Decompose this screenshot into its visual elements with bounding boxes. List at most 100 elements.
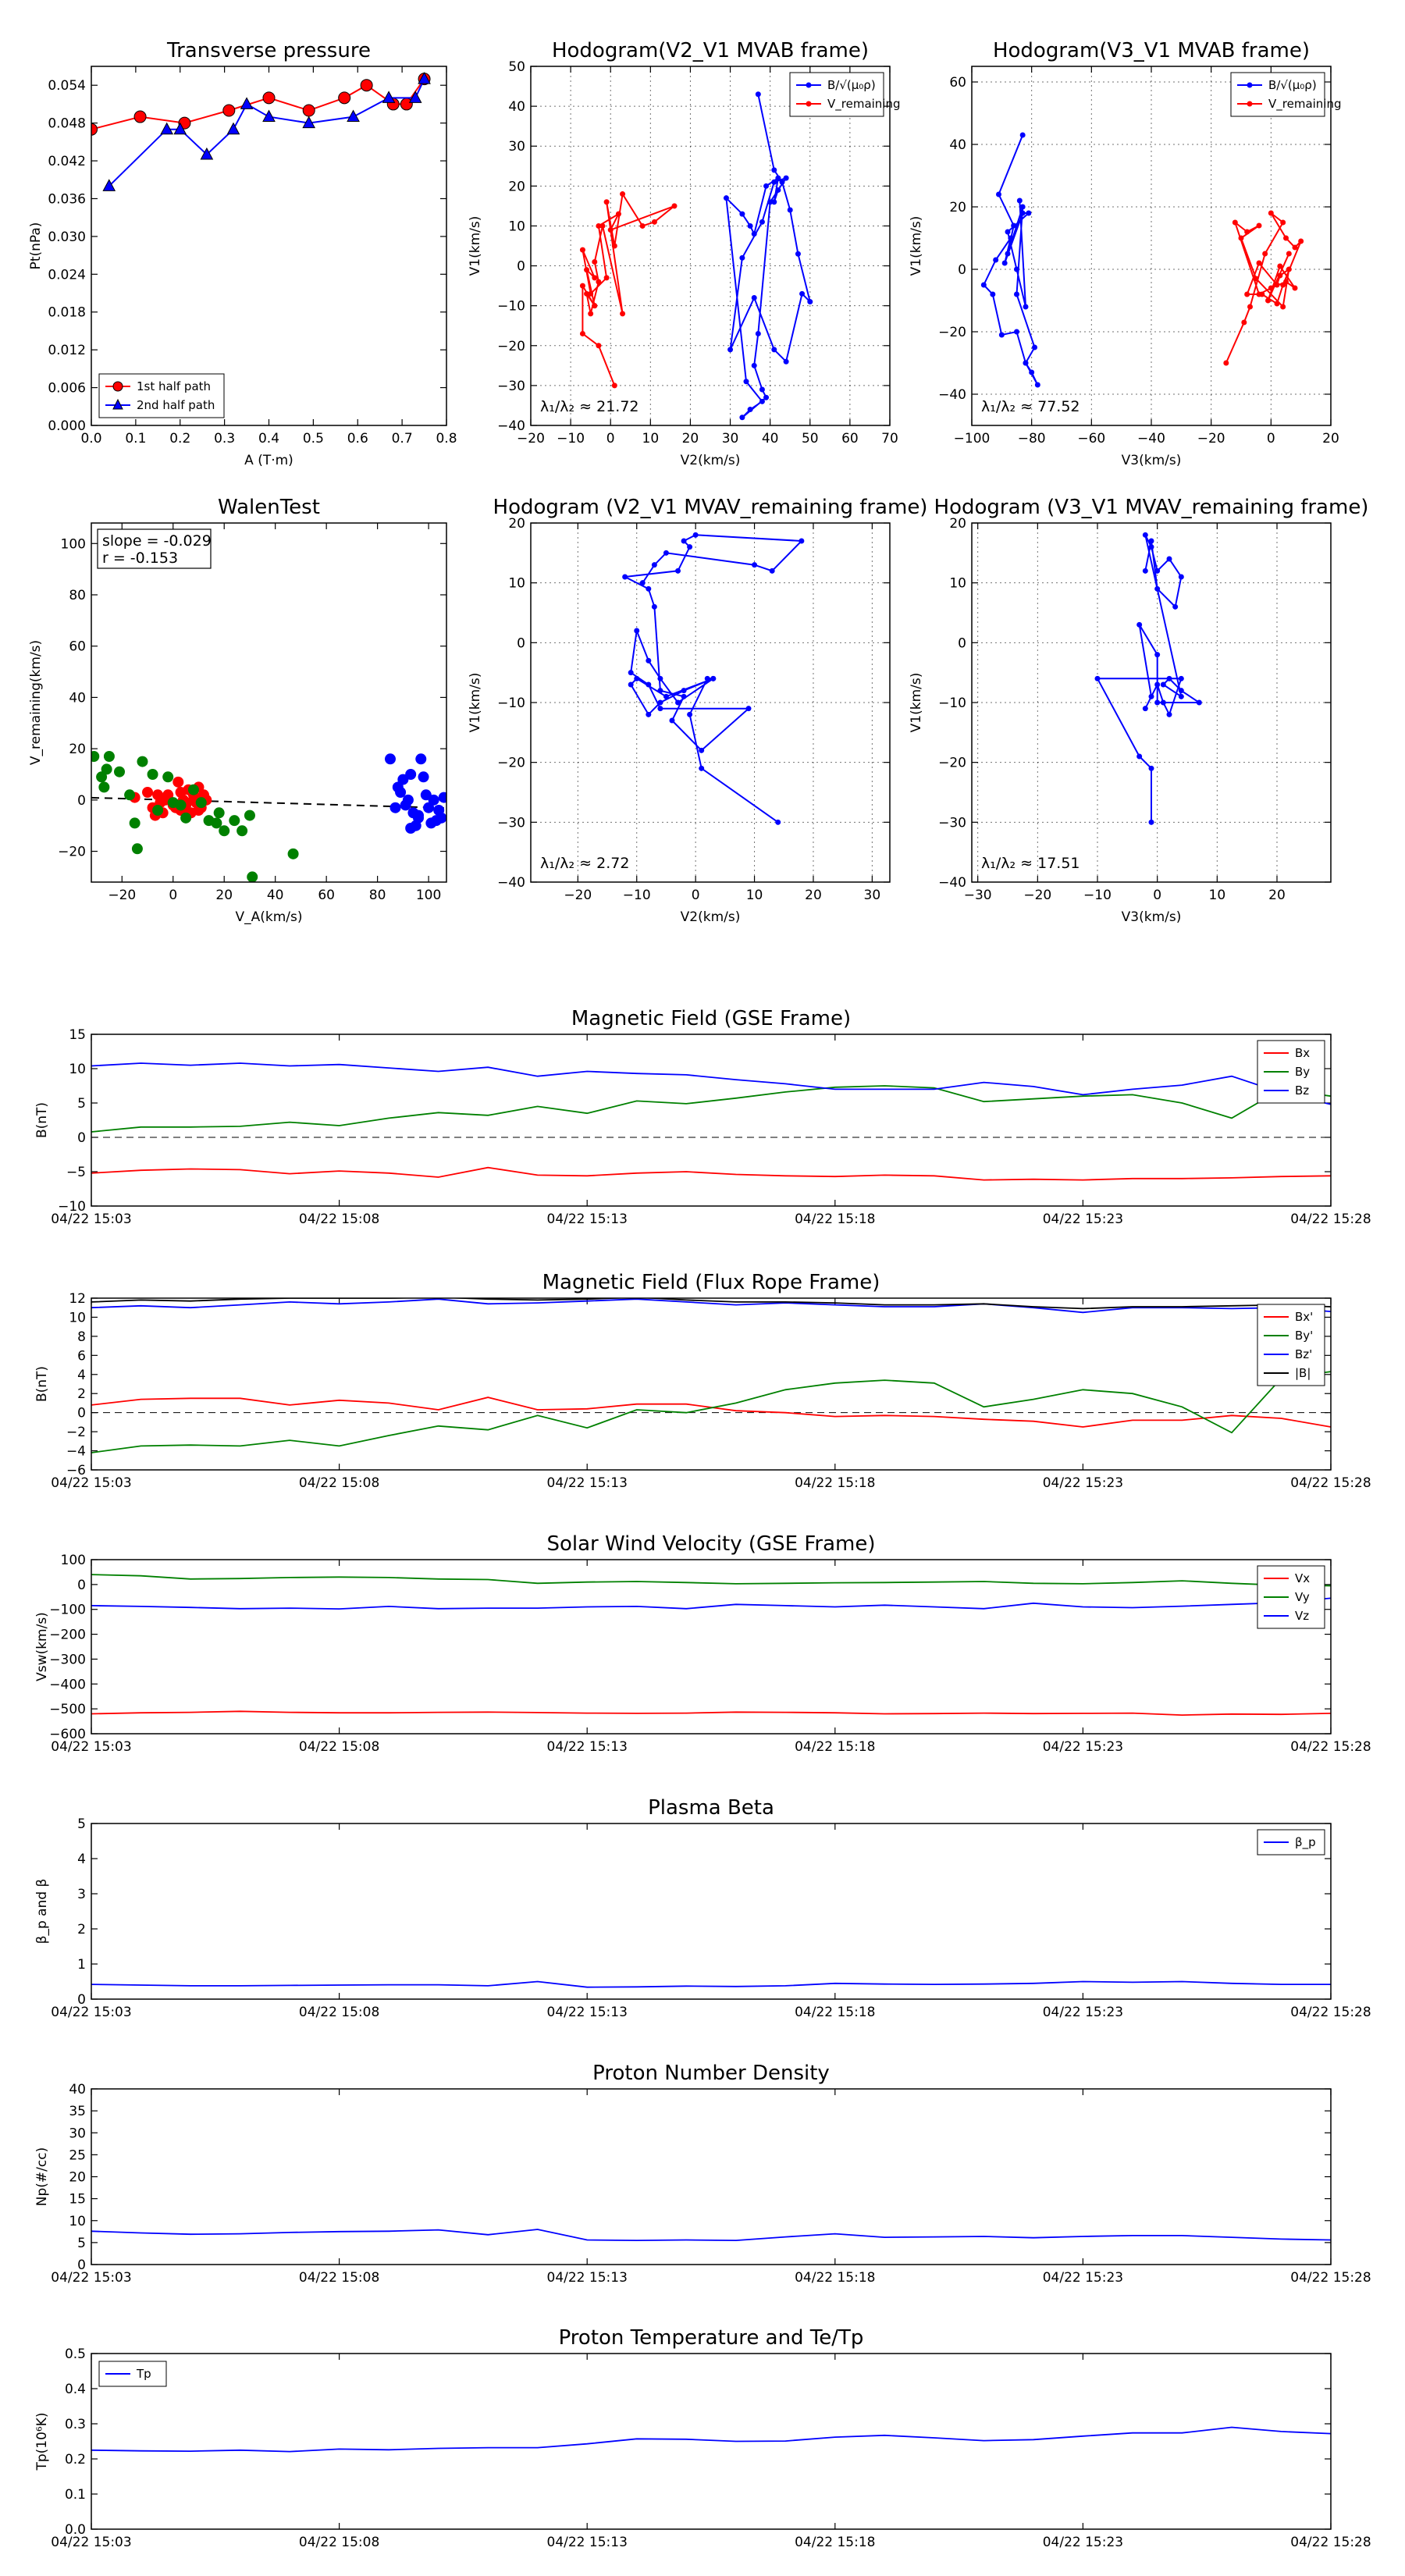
x-tick-label: 04/22 15:08 [299,2270,379,2286]
legend-box [789,72,884,117]
y-tick-label: 0.048 [48,116,86,132]
scatter-point [152,805,164,816]
data-point [783,358,789,365]
data-point [646,711,652,717]
data-point [752,562,758,568]
y-tick-label: −20 [497,339,525,354]
y-tick-label: 10 [69,1310,86,1325]
x-tick-label: −80 [1018,431,1046,447]
data-point [998,332,1005,338]
data-point [769,568,775,574]
x-tick-label: 04/22 15:08 [299,2005,379,2020]
data-point [775,819,781,825]
data-point [704,675,710,681]
x-tick-label: −20 [517,431,545,447]
y-tick-label: 0 [77,1992,86,2008]
data-point [692,532,699,538]
y-tick-label: −40 [938,875,966,891]
chart-title: Magnetic Field (Flux Rope Frame) [542,1271,880,1294]
data-point [651,219,657,225]
scatter-point [430,815,442,827]
data-point [91,123,98,136]
plot-frame [91,1297,1332,1471]
plot-frame [971,66,1332,426]
x-tick-label: 0 [1267,431,1275,447]
x-axis-label: V3(km/s) [1122,453,1182,468]
y-tick-label: 10 [69,1062,86,1077]
chart-title: Hodogram (V2_V1 MVAV_remaining frame) [493,496,928,519]
chart-tp: 0.0 0.1 0.2 0.3 0.4 0.5 0.6 0.7 0.8 0.000 0.006 0.0… [28,39,457,468]
data-point [739,254,745,261]
data-point [751,231,757,237]
data-point [418,72,431,84]
y-tick-label: −10 [58,1199,86,1215]
x-tick-label: 04/22 15:18 [795,2270,875,2286]
data-point [681,688,687,694]
x-tick-label: 04/22 15:13 [547,2270,628,2286]
scatter-point [423,802,435,813]
data-point [579,247,585,253]
data-point [1196,699,1202,706]
data-point [657,675,663,681]
data-point [775,187,781,193]
y-axis-label: B(nT) [34,1102,50,1138]
data-point [615,211,621,217]
x-tick-label: 04/22 15:03 [51,2535,131,2550]
x-axis-label: V3(km/s) [1122,909,1182,925]
data-point [747,407,753,413]
x-tick-label: 20 [682,431,699,447]
data-point [1265,297,1271,304]
data-point [347,109,360,123]
data-point [639,580,646,586]
data-point [611,243,617,249]
chart-h1: −20 −10 0 10 20 30 40 50 60 70 −40 −30 −20 −10 0 10 20 30… [468,39,901,468]
y-axis-label: β_p and β [34,1879,50,1944]
data-point [1277,272,1283,279]
legend-label: Bx' [1295,1310,1313,1324]
y-tick-label: −600 [49,1727,86,1742]
x-tick-label: 04/22 15:18 [795,2005,875,2020]
x-tick-label: 0.0 [80,431,101,447]
series-by-line [91,1085,1331,1133]
y-tick-label: −20 [938,756,966,771]
y-tick-label: 0.000 [48,418,86,434]
scatter-point [152,789,164,801]
y-tick-label: −40 [497,418,525,434]
data-point [699,747,705,753]
x-tick-label: 04/22 15:08 [299,1212,379,1227]
x-tick-label: 04/22 15:13 [547,2535,628,2550]
data-point [1292,285,1298,291]
series-b-line [983,134,1039,386]
data-point [1148,765,1154,771]
data-point [1277,263,1283,269]
y-tick-label: 10 [508,576,525,592]
y-tick-label: −200 [49,1628,86,1643]
data-point [671,203,678,209]
data-point [160,122,174,135]
data-point [579,283,585,289]
series-by-line [91,1371,1331,1453]
y-tick-label: 0 [517,259,525,275]
data-point [408,91,422,103]
data-point [634,628,640,634]
legend-label: Bz [1295,1083,1309,1098]
data-point [1148,819,1154,825]
data-point [755,91,761,98]
stats-line: slope = -0.029 [102,532,212,550]
data-point [1032,344,1037,350]
scatter-point [98,781,110,793]
x-tick-label: 60 [318,888,335,903]
y-tick-label: 5 [77,1096,86,1112]
y-tick-label: 4 [77,1852,86,1867]
y-tick-label: 0 [77,1406,86,1421]
y-tick-label: 40 [69,690,86,706]
data-point [739,415,745,421]
scatter-point [103,751,115,762]
series-0-line [91,2229,1331,2242]
legend-box [1230,72,1325,117]
y-tick-label: 12 [69,1291,86,1307]
y-tick-label: −5 [66,1165,86,1180]
x-tick-label: 20 [1268,888,1286,903]
data-point [657,706,663,712]
x-tick-label: 0.8 [436,431,457,447]
